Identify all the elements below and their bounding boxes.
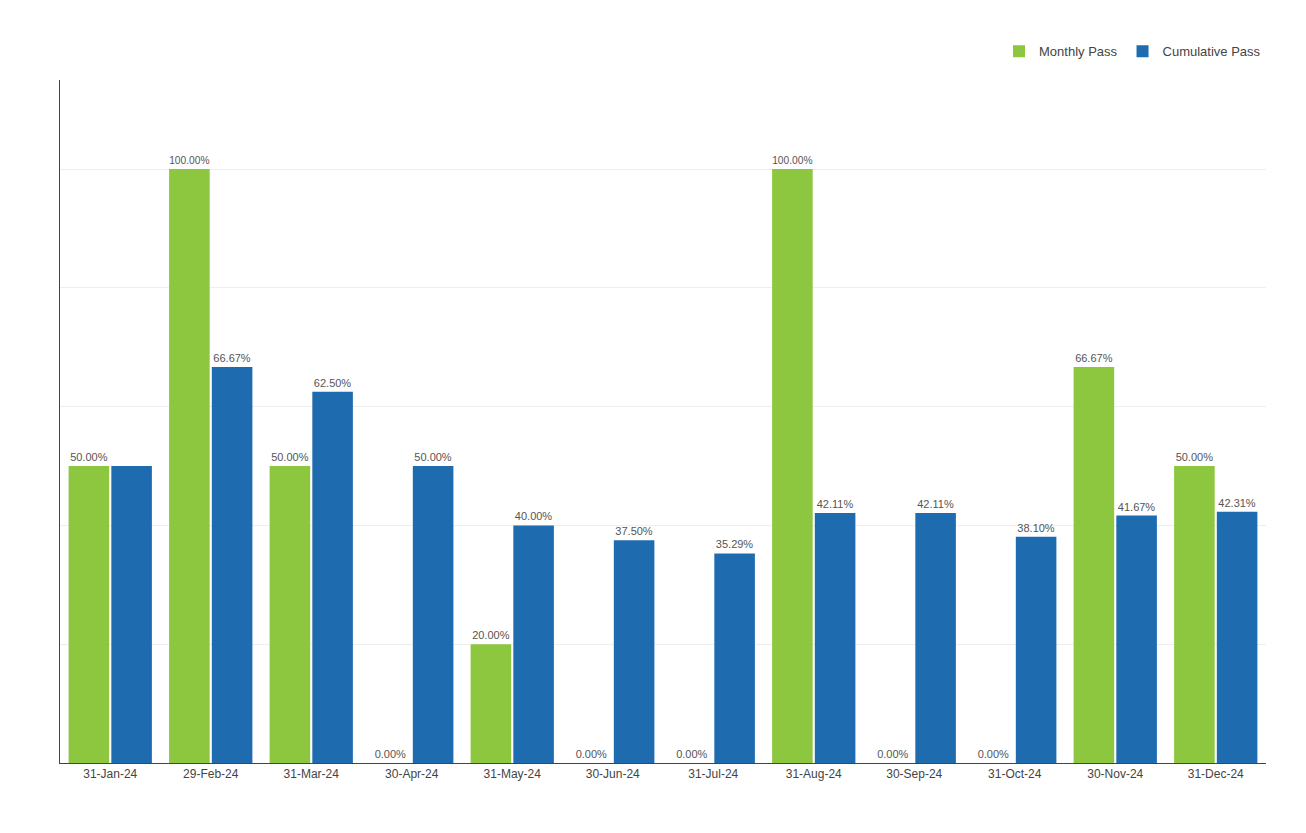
svg-text:50.00%: 50.00% (271, 451, 309, 463)
svg-text:30-Sep-24: 30-Sep-24 (886, 767, 942, 781)
svg-text:50.00%: 50.00% (70, 451, 108, 463)
svg-text:42.31%: 42.31% (1218, 497, 1256, 509)
svg-text:Cumulative Pass: Cumulative Pass (1163, 44, 1261, 59)
svg-text:0.00%: 0.00% (576, 748, 607, 760)
svg-text:35.29%: 35.29% (716, 538, 754, 550)
svg-text:100.00%: 100.00% (169, 155, 209, 166)
svg-text:66.67%: 66.67% (213, 352, 251, 364)
svg-text:31-Jul-24: 31-Jul-24 (688, 767, 738, 781)
svg-text:100.00%: 100.00% (772, 155, 812, 166)
svg-text:50.00%: 50.00% (1176, 451, 1214, 463)
svg-text:30-Nov-24: 30-Nov-24 (1087, 767, 1143, 781)
svg-text:38.10%: 38.10% (1017, 522, 1055, 534)
svg-text:66.67%: 66.67% (1075, 352, 1113, 364)
svg-text:31-May-24: 31-May-24 (484, 767, 542, 781)
svg-text:0.00%: 0.00% (676, 748, 707, 760)
svg-text:31-Jan-24: 31-Jan-24 (83, 767, 137, 781)
svg-text:37.50%: 37.50% (615, 525, 653, 537)
svg-text:20.00%: 20.00% (472, 629, 510, 641)
svg-text:40.00%: 40.00% (515, 510, 553, 522)
svg-text:62.50%: 62.50% (314, 377, 352, 389)
svg-text:0.00%: 0.00% (375, 748, 406, 760)
svg-text:29-Feb-24: 29-Feb-24 (183, 767, 239, 781)
svg-text:42.11%: 42.11% (917, 498, 954, 510)
svg-text:0.00%: 0.00% (978, 748, 1009, 760)
svg-text:31-Aug-24: 31-Aug-24 (786, 767, 842, 781)
svg-text:Monthly Pass: Monthly Pass (1039, 44, 1118, 59)
svg-text:31-Mar-24: 31-Mar-24 (284, 767, 340, 781)
svg-text:41.67%: 41.67% (1118, 501, 1156, 513)
svg-text:31-Dec-24: 31-Dec-24 (1188, 767, 1244, 781)
svg-text:31-Oct-24: 31-Oct-24 (988, 767, 1042, 781)
svg-text:30-Apr-24: 30-Apr-24 (385, 767, 439, 781)
svg-text:42.11%: 42.11% (817, 498, 854, 510)
svg-text:30-Jun-24: 30-Jun-24 (586, 767, 640, 781)
svg-text:0.00%: 0.00% (877, 748, 908, 760)
svg-text:50.00%: 50.00% (414, 451, 452, 463)
